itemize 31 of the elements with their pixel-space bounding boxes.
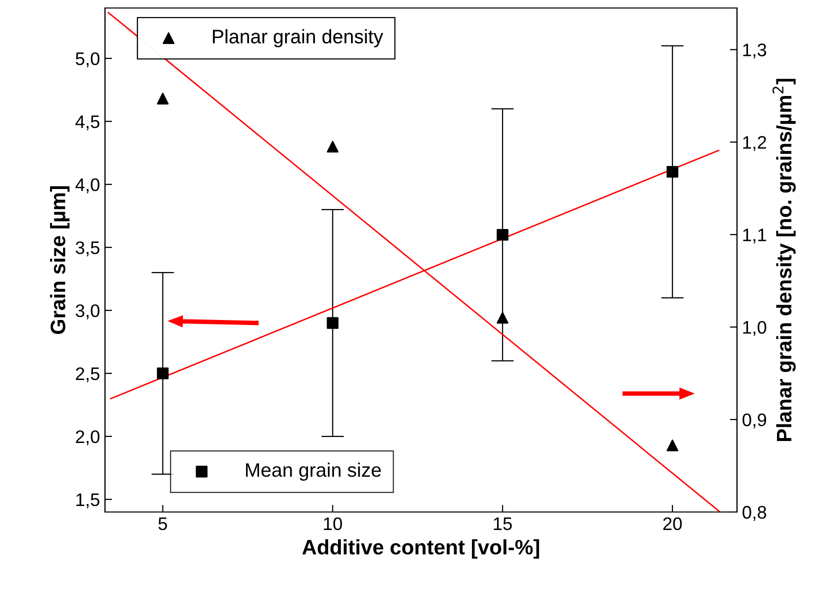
y2-tick-label: 0,9 (742, 413, 766, 428)
y2-tick-label: 1,0 (743, 320, 766, 336)
point (666, 440, 678, 452)
y-axis-title: Grain size [µm] (50, 186, 70, 334)
y2-tick-label: 0,8 (742, 506, 766, 521)
legend-label: Mean grain size (246, 462, 381, 481)
point (496, 312, 508, 324)
x-tick-label: 10 (324, 517, 342, 530)
point (496, 228, 508, 241)
x-tick-label: 15 (494, 518, 512, 530)
y-tick-label: 5,0 (76, 52, 100, 68)
y-tick-label: 3,0 (76, 304, 100, 320)
y2-tick-label: 1,1 (743, 228, 766, 244)
point (156, 92, 169, 104)
x-tick-label: 20 (663, 517, 682, 530)
x-tick-label: 5 (158, 518, 168, 530)
point (326, 317, 338, 329)
y-tick-label: 4,0 (75, 178, 100, 194)
point (156, 368, 169, 380)
point (666, 166, 678, 178)
y2-axis-title: Planar grain density [no. grains/µm$^{2}$] (772, 78, 796, 442)
y2-tick-label: 1,2 (743, 136, 766, 151)
x-axis-title: Additive content [vol-%] (302, 539, 540, 559)
y2-tick-label: 1,3 (743, 44, 766, 58)
y-tick-label: 3,5 (76, 241, 100, 256)
y-tick-label: 1,5 (76, 494, 100, 508)
y-tick-label: 4,5 (75, 116, 100, 130)
y-tick-label: 2,5 (76, 367, 100, 382)
legend-label: Planar grain density (212, 29, 384, 48)
point (326, 140, 338, 153)
y-tick-label: 2,0 (76, 430, 100, 446)
